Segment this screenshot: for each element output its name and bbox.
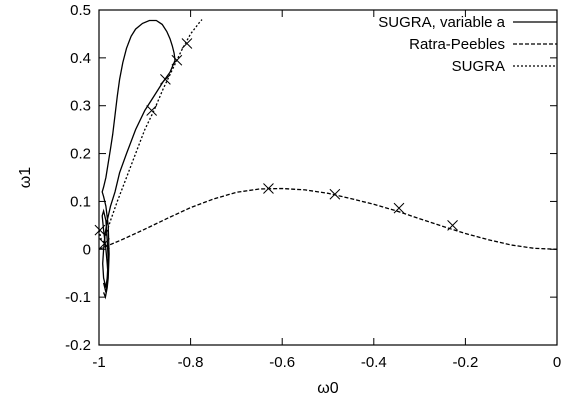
data-point-marker: [94, 224, 106, 236]
y-axis-label: ω1: [17, 167, 34, 188]
x-tick-label: -0.6: [269, 354, 295, 371]
y-tick-label: 0.4: [70, 50, 91, 67]
plot-frame: [98, 9, 558, 346]
series-group: [94, 19, 558, 300]
legend: SUGRA, variable a Ratra-Peebles SUGRA: [378, 14, 557, 75]
data-point-marker: [393, 202, 405, 214]
y-tick-label: 0.2: [70, 146, 91, 163]
y-tick-label: -0.2: [65, 337, 91, 354]
data-point-marker: [447, 220, 458, 231]
legend-label: SUGRA, variable a: [378, 14, 505, 31]
y-tick-label: 0.5: [70, 2, 91, 19]
data-point-marker: [160, 74, 171, 85]
data-point-marker: [181, 38, 193, 49]
x-tick-label: -1: [92, 354, 105, 371]
y-tick-label: 0: [83, 241, 91, 258]
y-tick-label: 0.3: [70, 98, 91, 115]
data-point-marker: [99, 238, 110, 249]
series-2: [94, 19, 203, 249]
legend-label: Ratra-Peebles: [409, 36, 505, 53]
series-line: [98, 19, 203, 244]
legend-label: SUGRA: [452, 58, 505, 75]
x-tick-label: -0.8: [178, 354, 204, 371]
series-1: [98, 183, 558, 250]
tick-group: -1 -0.8 -0.6 -0.4 -0.2 0 -0.2 -0.1 0 0.1 0.2 0.3 0.4…: [65, 2, 561, 371]
series-line: [101, 19, 176, 300]
y-tick-label: 0.1: [70, 193, 91, 210]
series-line: [98, 187, 558, 250]
x-tick-label: -0.4: [361, 354, 387, 371]
data-point-marker: [263, 183, 274, 194]
x-tick-label: -0.2: [452, 354, 478, 371]
y-tick-label: -0.1: [65, 289, 91, 306]
data-point-marker: [329, 188, 341, 200]
x-tick-label: 0: [553, 354, 561, 371]
x-axis-label: ω0: [317, 380, 338, 397]
series-0: [101, 19, 183, 300]
data-point-marker: [146, 105, 158, 116]
